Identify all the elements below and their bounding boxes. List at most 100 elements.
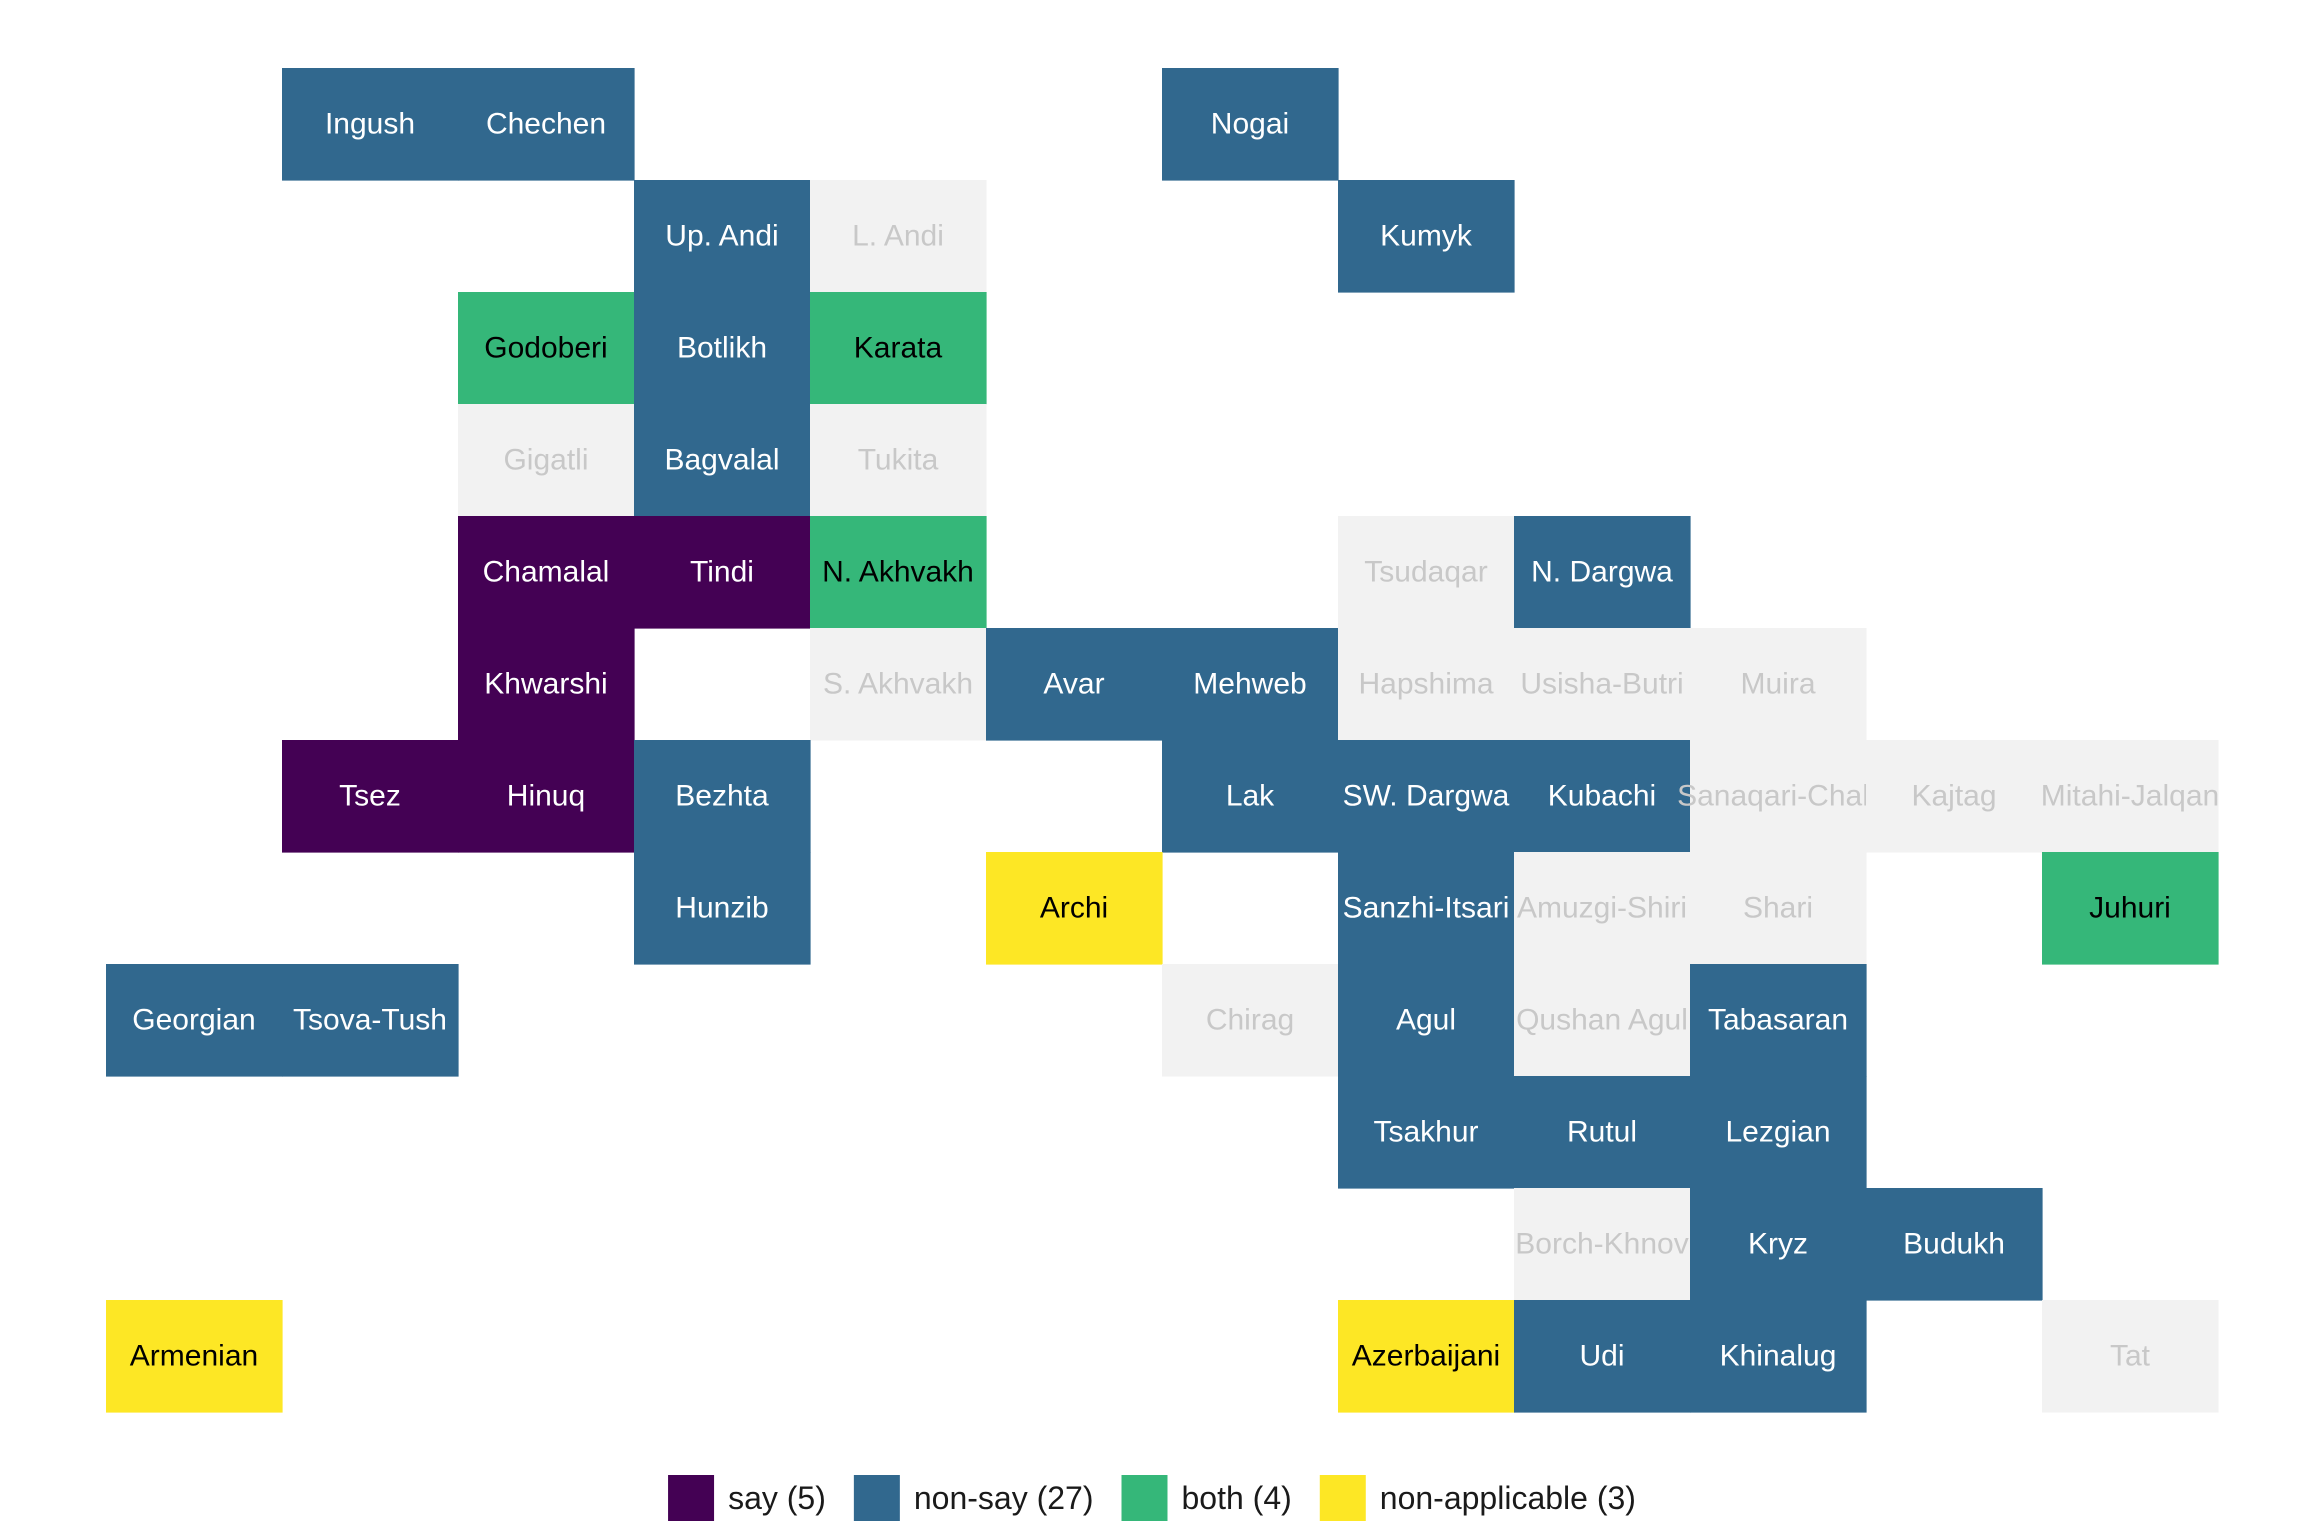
- tile-borch-khnov: Borch-Khnov: [1514, 1188, 1691, 1301]
- tile-rect: [634, 180, 811, 293]
- tile-rect: [282, 964, 459, 1077]
- tile-chirag: Chirag: [1162, 964, 1339, 1077]
- tile-rect: [634, 292, 811, 405]
- tile-kajtag: Kajtag: [1866, 740, 2043, 853]
- tile-rect: [810, 516, 987, 629]
- tile-rect: [810, 180, 987, 293]
- tile-rect: [1162, 68, 1339, 181]
- tile-label: Tat: [2110, 1340, 2151, 1373]
- tile-rect: [1690, 628, 1867, 741]
- tile-ingush: Ingush: [282, 68, 459, 181]
- legend-swatch-non-applicable: [1319, 1475, 1366, 1521]
- tile-rect: [1690, 1300, 1867, 1413]
- tile-sanaqari-chah: Sanaqari-Chah: [1677, 740, 1879, 853]
- tile-rect: [1338, 1300, 1515, 1413]
- tile-tsudaqar: Tsudaqar: [1338, 516, 1515, 629]
- legend-label-non-say: non-say (27): [914, 1480, 1094, 1516]
- tile-lezgian: Lezgian: [1690, 1076, 1867, 1189]
- tile-rect: [282, 740, 459, 853]
- tile-rect: [810, 628, 987, 741]
- tile-rect: [282, 68, 459, 181]
- tile-l-andi: L. Andi: [810, 180, 987, 293]
- tile-rect: [1162, 964, 1339, 1077]
- tile-label: Khwarshi: [484, 668, 607, 701]
- tile-rect: [458, 68, 635, 181]
- tile-georgian: Georgian: [106, 964, 283, 1077]
- tile-n-dargwa: N. Dargwa: [1514, 516, 1691, 629]
- tile-label: Godoberi: [484, 332, 607, 365]
- tile-rect: [1338, 628, 1515, 741]
- tile-label: Budukh: [1903, 1228, 2005, 1261]
- tile-label: Muira: [1740, 668, 1815, 701]
- tile-label: Kubachi: [1548, 780, 1656, 813]
- tile-tat: Tat: [2042, 1300, 2219, 1413]
- tile-rect: [2042, 1300, 2219, 1413]
- tile-label: Borch-Khnov: [1515, 1228, 1688, 1261]
- tile-label: L. Andi: [852, 220, 944, 253]
- tile-label: Armenian: [130, 1340, 258, 1373]
- tile-label: Udi: [1579, 1340, 1624, 1373]
- tile-rect: [810, 292, 987, 405]
- legend-swatch-say: [668, 1475, 715, 1521]
- tile-avar: Avar: [986, 628, 1163, 741]
- tile-label: Tsakhur: [1373, 1116, 1478, 1149]
- legend-label-both: both (4): [1182, 1480, 1292, 1516]
- tile-label: Usisha-Butri: [1520, 668, 1683, 701]
- tile-label: Lezgian: [1725, 1116, 1830, 1149]
- tile-tsova-tush: Tsova-Tush: [282, 964, 459, 1077]
- tile-rect: [634, 516, 811, 629]
- tile-label: Karata: [854, 332, 943, 365]
- tile-label: Bagvalal: [664, 444, 779, 477]
- tile-kubachi: Kubachi: [1514, 740, 1691, 853]
- tile-label: Hunzib: [675, 892, 768, 925]
- tile-label: Sanzhi-Itsari: [1343, 892, 1510, 925]
- tile-rect: [1514, 1300, 1691, 1413]
- tile-amuzgi-shiri: Amuzgi-Shiri: [1514, 852, 1691, 965]
- tile-label: Mehweb: [1193, 668, 1306, 701]
- tile-rect: [1690, 1188, 1867, 1301]
- tile-label: Chirag: [1206, 1004, 1294, 1037]
- tile-rect: [1514, 1076, 1691, 1189]
- tile-label: N. Dargwa: [1531, 556, 1673, 589]
- tile-label: Kajtag: [1911, 780, 1996, 813]
- tile-khwarshi: Khwarshi: [458, 628, 635, 741]
- tile-lak: Lak: [1162, 740, 1339, 853]
- tile-rect: [810, 404, 987, 517]
- tile-rect: [986, 628, 1163, 741]
- tile-udi: Udi: [1514, 1300, 1691, 1413]
- tile-label: Lak: [1226, 780, 1275, 813]
- tiles-layer: Ingush Chechen Nogai Up. Andi L. Andi Kumyk Go…: [106, 68, 2219, 1413]
- tile-rect: [1338, 852, 1515, 965]
- tile-label: N. Akhvakh: [822, 556, 974, 589]
- tile-rect: [1514, 1188, 1691, 1301]
- tile-chechen: Chechen: [458, 68, 635, 181]
- tile-label: Bezhta: [675, 780, 769, 813]
- tile-rect: [2042, 740, 2219, 853]
- tile-rect: [458, 628, 635, 741]
- tile-label: Tsez: [339, 780, 401, 813]
- tile-label: Up. Andi: [665, 220, 778, 253]
- tile-rect: [1514, 740, 1691, 853]
- tile-label: Tabasaran: [1708, 1004, 1848, 1037]
- tile-rect: [1338, 516, 1515, 629]
- tile-rect: [634, 404, 811, 517]
- tile-chamalal: Chamalal: [458, 516, 635, 629]
- tile-label: Chamalal: [483, 556, 610, 589]
- tile-label: Shari: [1743, 892, 1813, 925]
- tile-rect: [458, 404, 635, 517]
- tile-rect: [1338, 740, 1515, 853]
- tile-rect: [1338, 180, 1515, 293]
- tile-label: Gigatli: [503, 444, 588, 477]
- tile-hapshima: Hapshima: [1338, 628, 1515, 741]
- legend-swatch-non-say: [853, 1475, 900, 1521]
- tile-juhuri: Juhuri: [2042, 852, 2219, 965]
- tile-armenian: Armenian: [106, 1300, 283, 1413]
- tile-rect: [634, 740, 811, 853]
- tile-rect: [1690, 964, 1867, 1077]
- tile-s-akhvakh: S. Akhvakh: [810, 628, 987, 741]
- tile-rect: [458, 516, 635, 629]
- tile-sanzhi-itsari: Sanzhi-Itsari: [1338, 852, 1515, 965]
- tile-mitahi-jalqan: Mitahi-Jalqan: [2041, 740, 2219, 853]
- tile-rect: [458, 740, 635, 853]
- tile-gigatli: Gigatli: [458, 404, 635, 517]
